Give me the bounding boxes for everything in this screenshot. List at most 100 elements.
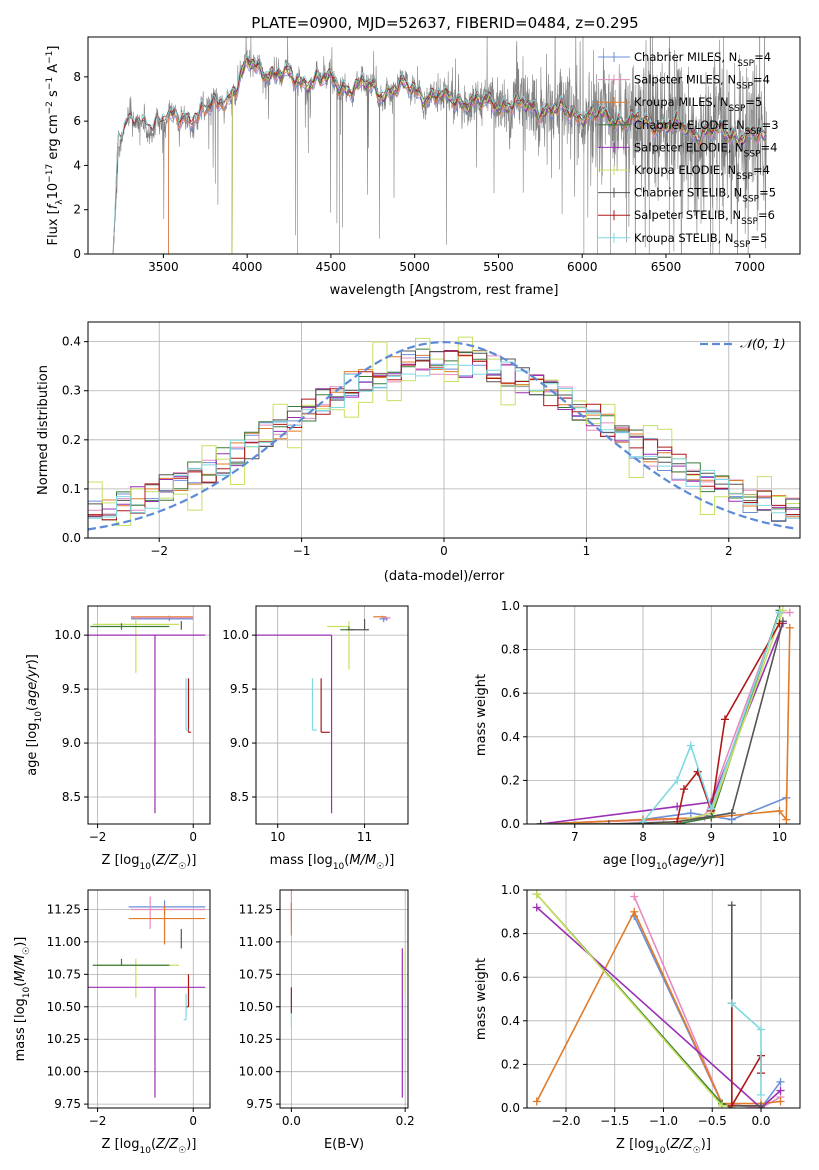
weight-point — [720, 715, 729, 724]
x-axis-label: wavelength [Angstrom, rest frame] — [330, 283, 559, 298]
weight-point — [775, 619, 784, 628]
errorbar-point — [128, 900, 206, 914]
y-axis-label: mass [log10(M/M☉)] — [13, 937, 32, 1062]
plot-area — [290, 890, 406, 1098]
plot-area — [536, 606, 794, 824]
legend: 𝒩(0, 1) — [700, 336, 786, 351]
plot-area — [88, 896, 206, 1098]
weight-series — [536, 906, 782, 1108]
axes-frame — [279, 889, 409, 1109]
weight-series — [633, 915, 782, 1108]
axes-frame — [526, 605, 801, 825]
legend-entry: Kroupa MILES, NSSP=5 — [634, 95, 762, 114]
errorbar-point — [185, 678, 189, 731]
y-tick-label: 0.4 — [501, 730, 520, 744]
legend-entry: Salpeter MILES, NSSP=4 — [634, 73, 770, 92]
x-tick-label: 8 — [639, 830, 647, 844]
x-axis-label: (data-model)/error — [384, 569, 505, 584]
y-axis-label: mass weight — [474, 958, 489, 1040]
weight-series — [731, 1003, 762, 1108]
x-tick-label: −1 — [293, 544, 311, 558]
errorbar-point — [97, 958, 179, 998]
weight-point — [679, 785, 688, 794]
weight-point — [727, 901, 736, 910]
normal-curve — [88, 341, 798, 531]
y-tick-label: 10.75 — [239, 967, 273, 981]
y-tick-label: 0.2 — [501, 773, 520, 787]
y-tick-label: 10.00 — [239, 1065, 273, 1079]
y-tick-label: 11.00 — [47, 935, 81, 949]
weight-point — [532, 890, 541, 899]
x-tick-label: 7000 — [734, 260, 765, 274]
x-tick-label: 2 — [725, 544, 733, 558]
y-tick-label: 10.0 — [54, 628, 81, 642]
weight-point — [757, 1025, 765, 1034]
weight-point — [686, 809, 695, 818]
x-axis-label: Z [log10(Z/Z☉)] — [616, 1137, 711, 1156]
x-tick-label: −1.5 — [600, 1114, 629, 1128]
x-tick-label: 6500 — [651, 260, 682, 274]
x-tick-label: 7 — [571, 830, 579, 844]
weight-point — [727, 999, 736, 1008]
x-tick-label: −2 — [89, 830, 107, 844]
y-tick-label: 0.4 — [62, 335, 81, 349]
y-tick-label: 0.2 — [501, 1057, 520, 1071]
y-tick-label: 11.25 — [239, 902, 273, 916]
y-tick-label: 0.8 — [501, 643, 520, 657]
weight-series — [633, 896, 781, 1108]
axes-frame — [87, 889, 211, 1109]
y-tick-label: 10.75 — [47, 967, 81, 981]
y-tick-label: 10.00 — [47, 1065, 81, 1079]
errorbar-point — [379, 617, 389, 623]
model-spectrum — [168, 59, 766, 254]
legend-entry: 𝒩(0, 1) — [740, 336, 786, 351]
model-spectrum — [168, 65, 767, 254]
x-tick-label: −0.5 — [698, 1114, 727, 1128]
model-spectrum — [112, 57, 767, 254]
weight-point — [707, 804, 716, 813]
age_vs_mass-axes: 10 11 8.5 9.0 9.5 10.0 — [222, 605, 409, 844]
y-axis-label: age [log10(age/yr)] — [25, 654, 44, 776]
x-tick-label: 10 — [772, 830, 787, 844]
y-tick-label: 0.8 — [501, 927, 520, 941]
y-tick-label: 0.1 — [62, 482, 81, 496]
y-tick-label: 0 — [73, 247, 81, 261]
x-tick-label: 6000 — [567, 260, 598, 274]
errorbar-point — [320, 678, 330, 733]
legend-entry: Kroupa STELIB, NSSP=5 — [634, 231, 767, 250]
x-tick-label: 0 — [189, 1114, 197, 1128]
legend-entry: Chabrier ELODIE, NSSP=3 — [634, 118, 779, 137]
weight-point — [727, 1101, 736, 1108]
y-tick-label: 8 — [73, 70, 81, 84]
model-spectrum — [112, 53, 767, 254]
weight-point — [782, 815, 791, 824]
y-tick-label: 1.0 — [501, 599, 520, 613]
x-axis-label: Z [log10(Z/Z☉)] — [102, 853, 197, 872]
legend-entry: Chabrier STELIB, NSSP=5 — [634, 186, 776, 205]
chart-title: PLATE=0900, MJD=52637, FIBERID=0484, z=0… — [251, 14, 638, 32]
y-tick-label: 9.75 — [246, 1097, 273, 1111]
plot-area — [256, 615, 391, 814]
errorbar-point — [90, 623, 170, 630]
weight-point — [776, 1097, 785, 1106]
weight-point — [718, 1101, 726, 1108]
axes-frame — [87, 36, 801, 255]
x-axis-label: E(B-V) — [324, 1137, 364, 1152]
x-tick-label: 10 — [270, 830, 285, 844]
weight-point — [686, 741, 695, 750]
y-tick-label: 0.2 — [62, 433, 81, 447]
legend-entry: Kroupa ELODIE, NSSP=4 — [634, 163, 770, 182]
x-tick-label: 11 — [357, 830, 372, 844]
legend: Chabrier MILES, NSSP=4 Salpeter MILES, NS… — [598, 50, 779, 250]
weight-point — [757, 1090, 765, 1099]
y-tick-label: 9.5 — [62, 682, 81, 696]
errorbar-point — [92, 958, 170, 966]
plot-area — [88, 336, 800, 538]
y-tick-label: 9.0 — [230, 736, 249, 750]
weight-series — [540, 610, 781, 824]
weight-series — [540, 621, 784, 824]
age_vs_Z-axes: −2 0 8.5 9.0 9.5 10.0 — [54, 605, 211, 844]
errorbar-point — [187, 678, 191, 733]
model-spectrum — [112, 58, 767, 254]
